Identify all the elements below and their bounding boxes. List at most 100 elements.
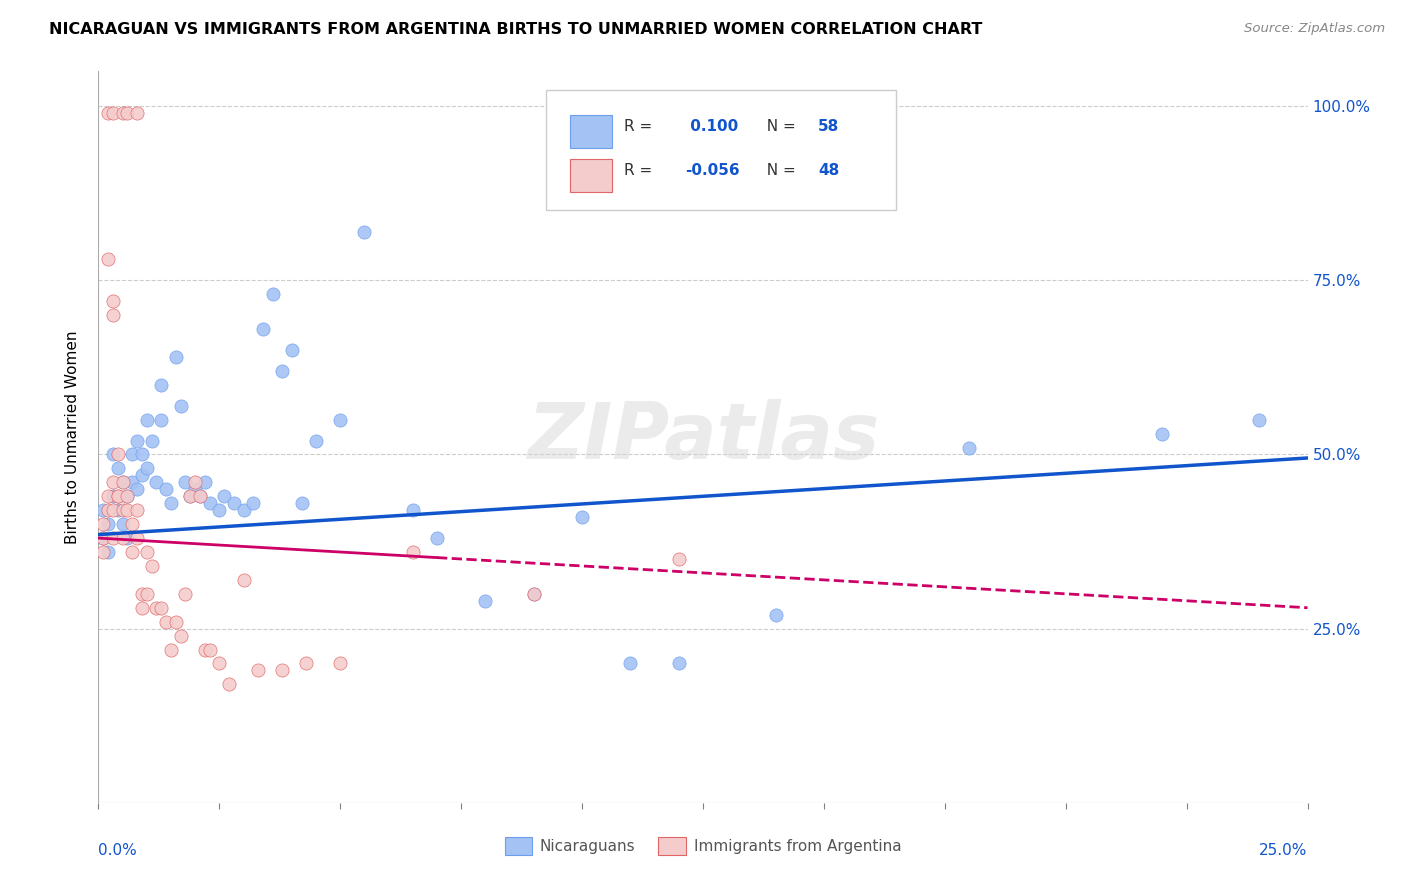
Point	[117, 106, 139, 120]
Text: R =: R =	[624, 163, 658, 178]
Point	[107, 489, 129, 503]
Point	[111, 106, 134, 120]
Point	[131, 468, 153, 483]
Point	[121, 448, 143, 462]
Point	[271, 664, 294, 678]
Point	[91, 517, 114, 532]
Point	[101, 308, 124, 322]
Text: Source: ZipAtlas.com: Source: ZipAtlas.com	[1244, 22, 1385, 36]
Point	[402, 545, 425, 559]
Point	[91, 531, 114, 545]
Point	[117, 489, 139, 503]
Point	[281, 343, 304, 357]
Text: 0.100: 0.100	[685, 119, 738, 134]
Point	[765, 607, 787, 622]
Point	[474, 594, 496, 608]
Point	[198, 496, 221, 510]
Point	[127, 503, 149, 517]
Point	[131, 587, 153, 601]
Text: 48: 48	[818, 163, 839, 178]
Point	[957, 441, 980, 455]
Point	[121, 475, 143, 490]
Point	[212, 489, 235, 503]
Point	[121, 517, 143, 532]
Point	[179, 489, 201, 503]
Point	[426, 531, 449, 545]
Point	[111, 517, 134, 532]
Point	[218, 677, 240, 691]
Text: ZIPatlas: ZIPatlas	[527, 399, 879, 475]
Point	[101, 106, 124, 120]
Point	[111, 503, 134, 517]
Point	[91, 545, 114, 559]
Point	[155, 615, 177, 629]
Point	[135, 545, 157, 559]
Point	[262, 287, 284, 301]
Point	[188, 489, 211, 503]
Text: 58: 58	[818, 119, 839, 134]
Point	[131, 448, 153, 462]
Point	[160, 642, 183, 657]
Text: 0.0%: 0.0%	[98, 843, 138, 858]
Point	[271, 364, 294, 378]
Point	[135, 587, 157, 601]
Point	[101, 503, 124, 517]
Point	[97, 503, 120, 517]
Point	[247, 664, 270, 678]
Point	[232, 573, 254, 587]
FancyBboxPatch shape	[546, 90, 897, 211]
Point	[668, 552, 690, 566]
Point	[184, 483, 207, 497]
Point	[97, 545, 120, 559]
Point	[121, 545, 143, 559]
Point	[107, 503, 129, 517]
Point	[101, 475, 124, 490]
Point	[117, 531, 139, 545]
Point	[101, 489, 124, 503]
Text: NICARAGUAN VS IMMIGRANTS FROM ARGENTINA BIRTHS TO UNMARRIED WOMEN CORRELATION CH: NICARAGUAN VS IMMIGRANTS FROM ARGENTINA …	[49, 22, 983, 37]
Point	[571, 510, 593, 524]
Point	[222, 496, 245, 510]
Point	[107, 448, 129, 462]
Point	[1249, 412, 1271, 426]
Point	[111, 475, 134, 490]
Point	[184, 475, 207, 490]
Point	[252, 322, 274, 336]
Point	[295, 657, 318, 671]
Point	[101, 448, 124, 462]
Point	[174, 587, 197, 601]
Point	[242, 496, 264, 510]
Point	[1152, 426, 1174, 441]
Point	[111, 531, 134, 545]
Point	[97, 252, 120, 267]
Point	[97, 106, 120, 120]
Point	[150, 600, 173, 615]
Point	[208, 503, 231, 517]
Point	[523, 587, 546, 601]
Point	[165, 350, 187, 364]
Text: -0.056: -0.056	[685, 163, 740, 178]
Point	[141, 558, 163, 573]
Point	[91, 531, 114, 545]
Point	[107, 489, 129, 503]
Point	[160, 496, 183, 510]
Point	[141, 434, 163, 448]
Point	[194, 642, 217, 657]
Point	[169, 399, 191, 413]
Point	[107, 461, 129, 475]
Point	[305, 434, 328, 448]
Point	[194, 475, 217, 490]
Text: N =: N =	[758, 163, 801, 178]
Point	[97, 517, 120, 532]
Point	[402, 503, 425, 517]
Point	[290, 496, 312, 510]
Point	[111, 475, 134, 490]
Point	[127, 483, 149, 497]
Point	[145, 600, 167, 615]
Point	[165, 615, 187, 629]
Point	[208, 657, 231, 671]
Point	[127, 434, 149, 448]
Point	[198, 642, 221, 657]
FancyBboxPatch shape	[569, 159, 613, 192]
Point	[127, 106, 149, 120]
